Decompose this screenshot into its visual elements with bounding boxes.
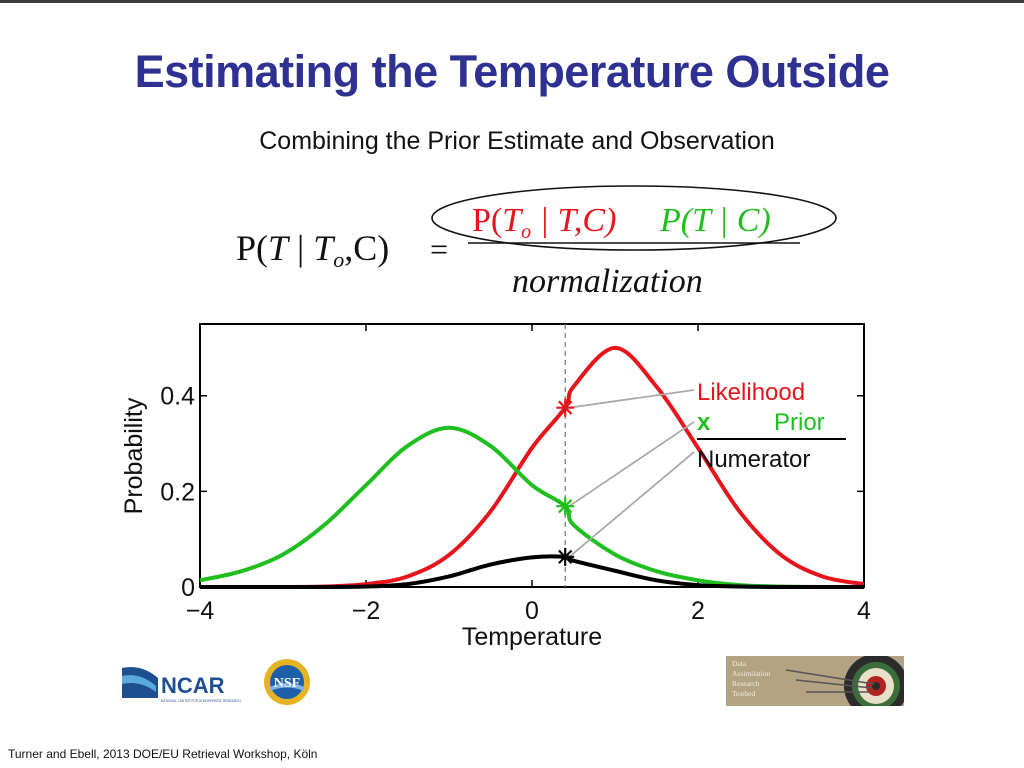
series-line-numerator	[200, 554, 864, 590]
svg-text:NATIONAL CENTER FOR ATMOSPHERI: NATIONAL CENTER FOR ATMOSPHERIC RESEARCH	[161, 699, 241, 703]
svg-text:NSF: NSF	[274, 676, 300, 691]
footer-citation: Turner and Ebell, 2013 DOE/EU Retrieval …	[8, 747, 318, 761]
equation-likelihood: P(To | T,C)	[472, 202, 616, 243]
y-axis-label: Probability	[120, 397, 148, 514]
svg-text:NCAR: NCAR	[161, 673, 225, 698]
equation-prior: P(T | C)	[659, 202, 771, 239]
slide-subtitle: Combining the Prior Estimate and Observa…	[259, 127, 775, 155]
nsf-logo: NSF	[264, 659, 310, 705]
slide-title: Estimating the Temperature Outside	[134, 46, 890, 97]
marker-numerator	[556, 547, 575, 566]
ncar-logo: NCAR NATIONAL CENTER FOR ATMOSPHERIC RES…	[122, 667, 241, 703]
x-tick-label: −2	[352, 597, 381, 625]
legend-times: x	[697, 409, 711, 436]
probability-chart: −4 −2 0 2 4 0 0.2 0.4 Temperature Probability L…	[120, 323, 871, 651]
numerator-ellipse	[431, 185, 837, 251]
equation-lhs: P(T | To,C)	[236, 228, 389, 272]
marker-likelihood	[556, 398, 575, 417]
legend-prior: Prior	[774, 409, 825, 436]
leader-line	[569, 389, 695, 409]
leader-line	[568, 421, 695, 507]
x-tick-label: −4	[186, 597, 215, 625]
leader-line	[568, 451, 695, 558]
equals-sign: =	[430, 231, 448, 267]
dart-logo-text: Data Assimilation Research Testbed	[732, 659, 771, 698]
dartboard-graphic	[726, 656, 904, 706]
dart-logo: Data Assimilation Research Testbed	[726, 656, 904, 706]
bayes-equation: P(T | To,C) = P(To | T,C) P(T | C) norma…	[236, 185, 837, 300]
plot-frame	[199, 323, 865, 588]
x-axis-label: Temperature	[462, 623, 602, 651]
x-tick-label: 2	[691, 597, 705, 625]
top-rule	[0, 0, 1024, 3]
y-tick-label: 0	[181, 574, 195, 602]
x-tick-label: 4	[857, 597, 871, 625]
marker-prior	[556, 497, 575, 516]
equation-denominator: normalization	[512, 263, 703, 300]
x-tick-label: 0	[525, 597, 539, 625]
legend-likelihood: Likelihood	[697, 379, 805, 406]
y-tick-label: 0.2	[160, 478, 195, 506]
y-tick-label: 0.4	[160, 383, 195, 411]
legend-numerator: Numerator	[697, 446, 810, 473]
